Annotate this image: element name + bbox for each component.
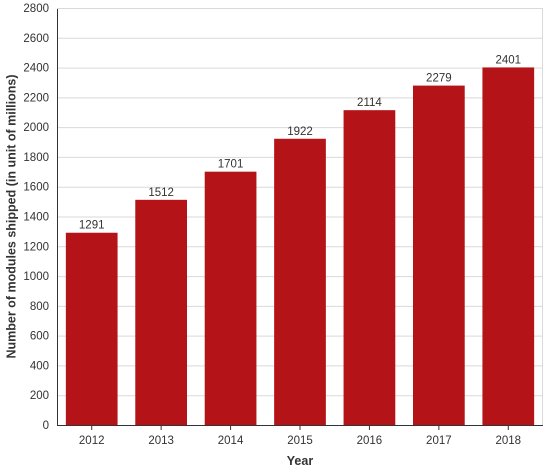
y-tick-label: 2000 xyxy=(23,122,49,134)
x-tick-label-2013: 2013 xyxy=(148,435,174,447)
y-tick-label: 1800 xyxy=(23,152,49,164)
bar-2016 xyxy=(343,110,396,425)
data-label-2013: 1512 xyxy=(148,187,174,199)
data-label-2017: 2279 xyxy=(426,73,452,85)
x-tick-label-2014: 2014 xyxy=(218,435,244,447)
y-tick-label: 400 xyxy=(30,360,49,372)
bar-2014 xyxy=(204,171,257,425)
x-tick-labels: 2012 2013 2014 2015 2016 2017 2018 xyxy=(79,435,521,447)
y-tick-label: 1600 xyxy=(23,182,49,194)
y-tick-label: 800 xyxy=(30,301,49,313)
y-tick-label: 2600 xyxy=(23,33,49,45)
bars xyxy=(65,67,535,426)
axes xyxy=(57,8,543,430)
bar-2017 xyxy=(412,85,465,425)
x-axis-title: Year xyxy=(287,454,314,468)
y-tick-label: 1000 xyxy=(23,271,49,283)
bar-2013 xyxy=(135,199,188,425)
x-tick-label-2018: 2018 xyxy=(495,435,521,447)
x-tick-label-2017: 2017 xyxy=(426,435,452,447)
data-label-2018: 2401 xyxy=(495,54,521,66)
data-label-2012: 1291 xyxy=(79,220,105,232)
y-tick-labels: 0 200 400 600 800 1000 1200 1400 1600 1800 2000 220… xyxy=(23,3,49,432)
data-labels: 1291 1512 1701 1922 2114 2279 2401 xyxy=(79,54,521,231)
bar-2015 xyxy=(274,138,326,426)
y-tick-label: 200 xyxy=(30,390,49,402)
bar-2012 xyxy=(65,232,118,425)
y-tick-label: 2200 xyxy=(23,92,49,104)
y-tick-label: 1200 xyxy=(23,241,49,253)
data-label-2014: 1701 xyxy=(218,159,244,171)
data-label-2016: 2114 xyxy=(357,97,382,109)
x-tick-label-2015: 2015 xyxy=(287,435,313,447)
y-tick-label: 0 xyxy=(43,420,49,432)
y-tick-label: 2800 xyxy=(23,3,49,15)
y-tick-label: 600 xyxy=(30,331,49,343)
y-tick-label: 1400 xyxy=(23,212,49,224)
y-tick-label: 2400 xyxy=(23,63,49,75)
y-axis-title: Number of modules shipped (in unit of mi… xyxy=(4,74,18,358)
x-tick-label-2012: 2012 xyxy=(79,435,105,447)
data-label-2015: 1922 xyxy=(287,126,313,138)
bar-2018 xyxy=(482,67,535,426)
x-tick-label-2016: 2016 xyxy=(357,435,383,447)
